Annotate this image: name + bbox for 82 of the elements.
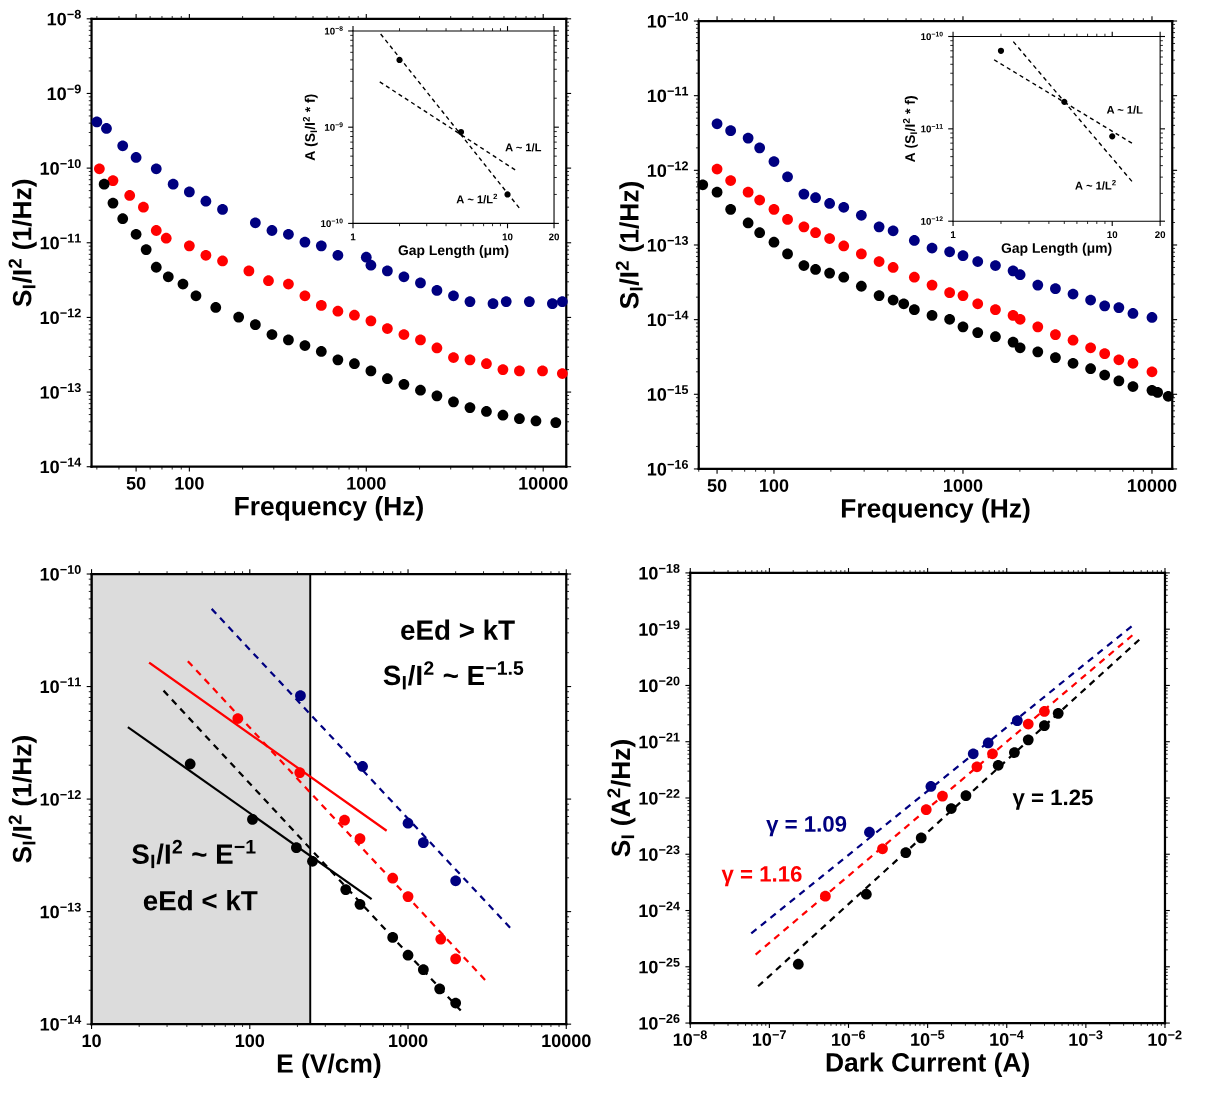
x-tick-label: 10$^{−4}$: [990, 1030, 1024, 1046]
y-tick-label: 10$^{−11}$: [647, 86, 689, 103]
annotation: A ~ 1/L: [1106, 105, 1143, 114]
y-tick-label: 10$^{−8}$: [324, 26, 343, 35]
y-tick-label: 10$^{−18}$: [639, 563, 680, 580]
y-axis-title: S$_{I}$/I$^{2}$ (1/Hz): [615, 181, 644, 309]
x-tick-label: 1000: [389, 1034, 428, 1048]
y-tick-label: 10$^{−11}$: [40, 677, 81, 694]
x-tick-label: 10$^{−5}$: [911, 1030, 945, 1046]
y-axis-title: S$_{I}$ (A$^{2}$/Hz): [607, 740, 636, 857]
x-tick-label: 10: [82, 1034, 101, 1048]
y-tick-label: 10$^{−11}$: [921, 124, 943, 133]
y-tick-label: 10$^{−13}$: [647, 235, 689, 252]
x-tick-label: 10000: [542, 1034, 591, 1048]
annotation: S$_{I}$/I$^{2}$ ~ E$^{−1.5}$: [383, 661, 524, 690]
y-tick-label: 10$^{−10}$: [321, 218, 343, 228]
y-tick-label: 10$^{−22}$: [639, 788, 680, 805]
x-axis-title: Frequency (Hz): [235, 496, 423, 521]
y-tick-label: 10$^{−25}$: [639, 957, 680, 974]
x-tick-label: 1000: [944, 479, 983, 492]
annotation: γ = 1.25: [1012, 789, 1093, 810]
y-tick-label: 10$^{−20}$: [639, 676, 680, 693]
x-tick-label: 50: [126, 476, 146, 490]
annotation: eEd > kT: [401, 619, 515, 640]
y-tick-label: 10$^{−14}$: [40, 457, 82, 474]
annotation: S$_{I}$/I$^{2}$ ~ E$^{−1}$: [132, 839, 256, 869]
x-axis-title: Dark Current (A): [826, 1052, 1029, 1077]
annotation: A ~ 1/L: [505, 143, 542, 152]
y-axis-title: S$_{I}$/I$^{2}$ (1/Hz): [8, 179, 37, 307]
y-tick-label: 10$^{−14}$: [647, 310, 689, 327]
x-tick-label: 10$^{−7}$: [752, 1030, 786, 1046]
y-tick-label: 10$^{−23}$: [639, 845, 680, 861]
y-tick-label: 10$^{−19}$: [639, 620, 680, 636]
x-tick-label: 20: [1155, 231, 1166, 239]
y-axis-title: S$_{I}$/I$^{2}$ (1/Hz): [8, 736, 37, 863]
annotation: γ = 1.16: [721, 866, 802, 887]
annotation: γ = 1.09: [766, 816, 847, 837]
y-tick-label: 10$^{−8}$: [47, 9, 81, 26]
x-tick-label: 10000: [519, 476, 568, 490]
y-tick-label: 10$^{−10}$: [647, 12, 688, 28]
y-tick-label: 10$^{−10}$: [921, 31, 943, 41]
y-tick-label: 10$^{−12}$: [40, 790, 81, 806]
x-tick-label: 100: [760, 479, 789, 492]
annotation: A ~ 1/L$^{2}$: [456, 193, 498, 204]
x-tick-label: 10: [502, 233, 513, 241]
y-tick-label: 10$^{−15}$: [647, 385, 689, 401]
x-axis-title: E (V/cm): [277, 1053, 381, 1079]
y-tick-label: 10$^{−26}$: [639, 1014, 680, 1030]
x-tick-label: 50: [707, 479, 727, 492]
y-tick-label: 10$^{−13}$: [40, 383, 81, 399]
y-tick-label: 10$^{−21}$: [639, 732, 680, 749]
y-tick-label: 10$^{−12}$: [647, 161, 688, 178]
x-tick-label: 100: [175, 476, 204, 490]
x-tick-label: 10000: [1128, 479, 1177, 492]
y-tick-label: 10$^{−12}$: [921, 216, 943, 225]
y-tick-label: 10$^{−12}$: [40, 308, 81, 325]
x-axis-title: Gap Length (μm): [398, 244, 509, 258]
x-tick-label: 1: [950, 231, 956, 238]
x-tick-label: 20: [548, 233, 560, 241]
y-tick-label: 10$^{−13}$: [40, 902, 81, 919]
y-tick-label: 10$^{−11}$: [40, 233, 81, 250]
x-tick-label: 10$^{−8}$: [673, 1030, 707, 1047]
annotation: eEd < kT: [143, 890, 258, 911]
x-tick-label: 1: [350, 233, 356, 241]
y-tick-label: 10$^{−9}$: [324, 122, 343, 131]
x-tick-label: 10: [1107, 231, 1118, 239]
x-axis-title: Frequency (Hz): [841, 498, 1030, 523]
y-tick-label: 10$^{−10}$: [40, 565, 81, 581]
x-tick-label: 10$^{−6}$: [832, 1030, 866, 1047]
y-tick-label: 10$^{−16}$: [647, 459, 689, 476]
x-tick-label: 100: [235, 1034, 265, 1048]
y-axis-title: A (S$_{I}$/I$^{2}$ * f): [902, 96, 918, 163]
x-tick-label: 10$^{−3}$: [1069, 1030, 1103, 1047]
y-tick-label: 10$^{−10}$: [40, 159, 81, 175]
y-tick-label: 10$^{−9}$: [47, 84, 81, 101]
y-tick-label: 10$^{−24}$: [639, 901, 680, 918]
annotation: A ~ 1/L$^{2}$: [1075, 179, 1116, 190]
x-tick-label: 1000: [347, 476, 386, 490]
x-tick-label: 10$^{−2}$: [1148, 1030, 1182, 1047]
x-axis-title: Gap Length (μm): [1001, 242, 1112, 256]
y-axis-title: A (S$_{I}$/I$^{2}$ * f): [302, 94, 318, 161]
y-tick-label: 10$^{−14}$: [40, 1015, 82, 1031]
